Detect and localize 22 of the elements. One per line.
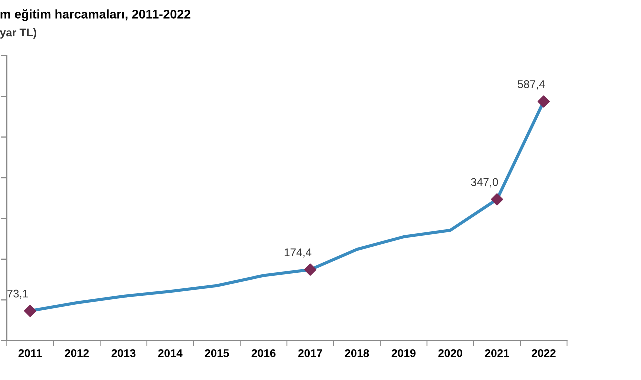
x-tick-label: 2014 (158, 349, 183, 358)
point (24, 305, 36, 318)
x-tick-label: 2020 (438, 349, 462, 358)
x-tick-label: 2022 (532, 349, 556, 358)
data-label: 174,4 (284, 248, 312, 258)
point (491, 194, 504, 206)
x-tick-label: 2015 (205, 349, 230, 358)
point (304, 264, 317, 276)
x-tick-label: 2021 (485, 349, 510, 358)
x-tick-label: 2011 (18, 349, 42, 358)
x-tick-label: 2016 (252, 349, 276, 358)
chart-title: m eğitim harcamaları, 2011-2022 (0, 10, 191, 22)
point (538, 96, 550, 108)
x-tick-label: 2019 (392, 349, 416, 358)
chart-subtitle: yar TL) (0, 28, 36, 39)
data-label: 587,4 (518, 80, 546, 90)
data-label: 73,1 (8, 290, 28, 300)
x-tick-label: 2017 (298, 349, 322, 358)
x-tick-label: 2012 (65, 349, 89, 358)
x-tick-label: 2018 (345, 349, 370, 358)
data-label: 347,0 (471, 178, 498, 188)
x-tick-label: 2013 (112, 349, 136, 358)
